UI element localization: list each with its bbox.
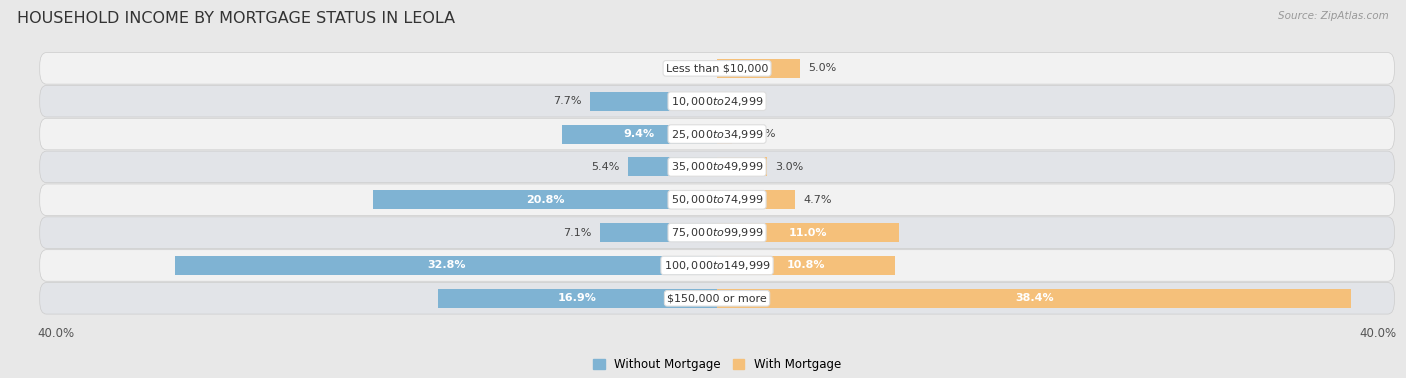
Text: HOUSEHOLD INCOME BY MORTGAGE STATUS IN LEOLA: HOUSEHOLD INCOME BY MORTGAGE STATUS IN L… <box>17 11 456 26</box>
Text: 0.89%: 0.89% <box>740 129 776 139</box>
Text: $50,000 to $74,999: $50,000 to $74,999 <box>671 193 763 206</box>
FancyBboxPatch shape <box>39 118 1395 150</box>
FancyBboxPatch shape <box>39 282 1395 314</box>
Text: 10.8%: 10.8% <box>787 260 825 270</box>
Bar <box>717 190 794 209</box>
Text: 38.4%: 38.4% <box>1015 293 1053 303</box>
Bar <box>374 190 717 209</box>
Text: 0.0%: 0.0% <box>681 64 709 73</box>
Bar <box>600 223 717 242</box>
Text: $35,000 to $49,999: $35,000 to $49,999 <box>671 160 763 174</box>
Bar <box>717 124 731 144</box>
Bar <box>562 124 717 144</box>
Bar <box>717 223 898 242</box>
Text: $25,000 to $34,999: $25,000 to $34,999 <box>671 127 763 141</box>
Text: $75,000 to $99,999: $75,000 to $99,999 <box>671 226 763 239</box>
Text: 7.1%: 7.1% <box>564 228 592 238</box>
Legend: Without Mortgage, With Mortgage: Without Mortgage, With Mortgage <box>588 354 846 376</box>
Bar <box>717 59 800 78</box>
Text: $10,000 to $24,999: $10,000 to $24,999 <box>671 95 763 108</box>
Bar <box>628 157 717 177</box>
Text: 4.7%: 4.7% <box>803 195 831 205</box>
Text: $150,000 or more: $150,000 or more <box>668 293 766 303</box>
Text: 0.0%: 0.0% <box>725 96 754 106</box>
Bar <box>437 289 717 308</box>
Bar <box>591 92 717 111</box>
Text: 3.0%: 3.0% <box>775 162 803 172</box>
FancyBboxPatch shape <box>39 184 1395 215</box>
Text: 5.4%: 5.4% <box>591 162 620 172</box>
Text: Less than $10,000: Less than $10,000 <box>666 64 768 73</box>
Text: 7.7%: 7.7% <box>553 96 582 106</box>
Bar <box>176 256 717 275</box>
FancyBboxPatch shape <box>39 85 1395 117</box>
FancyBboxPatch shape <box>39 250 1395 281</box>
FancyBboxPatch shape <box>39 151 1395 183</box>
Text: $100,000 to $149,999: $100,000 to $149,999 <box>664 259 770 272</box>
Bar <box>717 157 766 177</box>
FancyBboxPatch shape <box>39 217 1395 248</box>
FancyBboxPatch shape <box>39 53 1395 84</box>
Text: 11.0%: 11.0% <box>789 228 827 238</box>
Text: 5.0%: 5.0% <box>808 64 837 73</box>
Text: 9.4%: 9.4% <box>624 129 655 139</box>
Text: 16.9%: 16.9% <box>558 293 598 303</box>
Bar <box>717 256 896 275</box>
Text: Source: ZipAtlas.com: Source: ZipAtlas.com <box>1278 11 1389 21</box>
Text: 32.8%: 32.8% <box>427 260 465 270</box>
Bar <box>717 289 1351 308</box>
Text: 20.8%: 20.8% <box>526 195 564 205</box>
